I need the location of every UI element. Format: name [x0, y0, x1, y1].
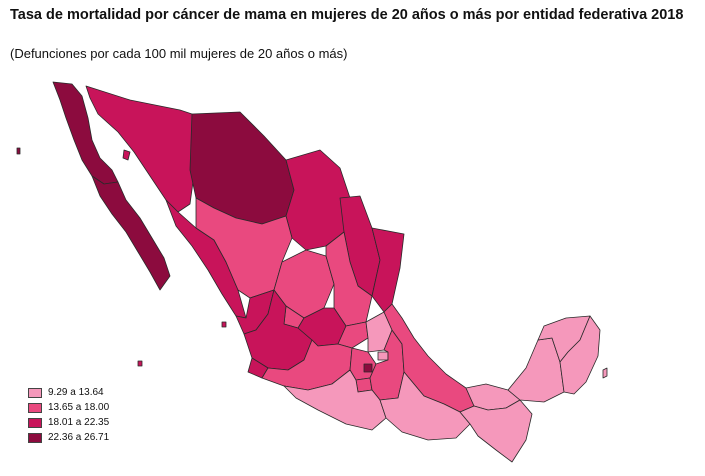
map-title: Tasa de mortalidad por cáncer de mama en… — [10, 7, 684, 23]
legend-item: 13.65 a 18.00 — [28, 401, 109, 414]
legend-swatch — [28, 402, 42, 413]
state-ciudad-de-mexico[interactable] — [363, 363, 373, 373]
island-tiburon — [122, 149, 131, 161]
state-queretaro[interactable] — [337, 321, 369, 349]
legend-label: 9.29 a 13.64 — [48, 386, 104, 398]
state-baja-california-sur[interactable] — [91, 175, 171, 291]
map-subtitle: (Defunciones por cada 100 mil mujeres de… — [10, 46, 348, 61]
state-morelos[interactable] — [355, 377, 373, 393]
legend-swatch — [28, 387, 42, 398]
state-guerrero[interactable] — [283, 369, 387, 431]
legend-swatch — [28, 417, 42, 428]
island-islas-marias — [221, 321, 227, 328]
legend-swatch — [28, 432, 42, 443]
island-cozumel — [602, 367, 608, 379]
legend-label: 13.65 a 18.00 — [48, 401, 110, 413]
state-quintana-roo[interactable] — [559, 315, 601, 395]
legend-item: 22.36 a 26.71 — [28, 431, 109, 444]
legend-item: 18.01 a 22.35 — [28, 416, 109, 429]
island-revillagigedo — [137, 360, 143, 367]
state-tlaxcala[interactable] — [377, 351, 389, 361]
legend-label: 22.36 a 26.71 — [48, 431, 110, 443]
legend-label: 18.01 a 22.35 — [48, 416, 110, 428]
island-guadalupe — [16, 147, 21, 155]
state-chiapas[interactable] — [459, 399, 533, 463]
legend-item: 9.29 a 13.64 — [28, 386, 109, 399]
map-legend: 9.29 a 13.64 13.65 a 18.00 18.01 a 22.35… — [28, 386, 109, 446]
